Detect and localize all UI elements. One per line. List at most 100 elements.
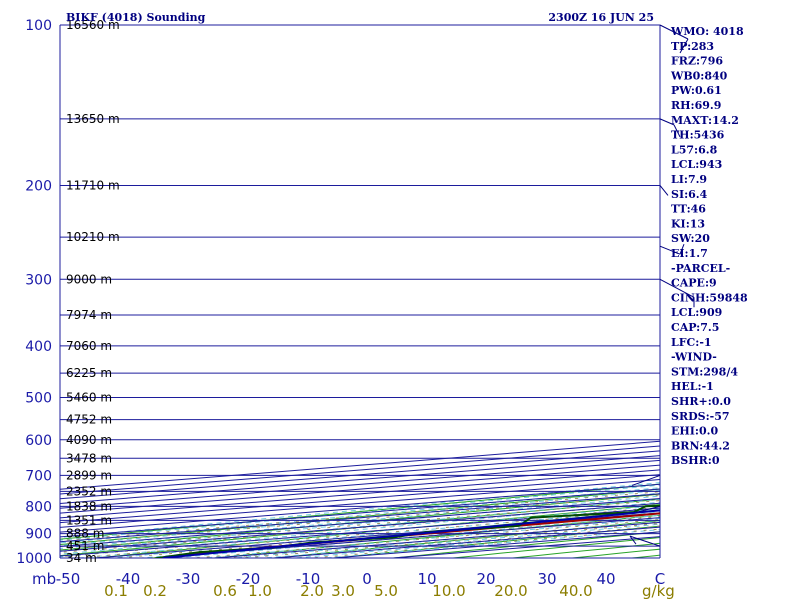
mixing-ratio-tick: 20.0: [494, 582, 527, 600]
temperature-unit: C: [655, 570, 665, 588]
stat-line: LCL:909: [671, 306, 722, 319]
moist-adiabat: [197, 517, 660, 558]
isotherm: [60, 464, 660, 514]
isotherm: [60, 450, 660, 500]
height-label: 13650 m: [66, 112, 120, 126]
mixing-ratio-tick: 3.0: [331, 582, 355, 600]
stat-line: EI:1.7: [671, 247, 708, 260]
sounding-traces: [150, 504, 660, 558]
height-label: 6225 m: [66, 366, 112, 380]
mixing-ratio-tick: 2.0: [300, 582, 324, 600]
height-label: 9000 m: [66, 272, 112, 286]
height-label: 7974 m: [66, 308, 112, 322]
height-label: 1351 m: [66, 513, 112, 527]
moist-adiabat: [104, 508, 660, 558]
height-label: 16560 m: [66, 18, 120, 32]
height-label: 10210 m: [66, 230, 120, 244]
isotherm: [60, 455, 660, 505]
height-label: 2352 m: [66, 484, 112, 498]
height-label: 451 m: [66, 539, 104, 553]
stat-line: RH:69.9: [671, 99, 721, 112]
height-label: 5460 m: [66, 391, 112, 405]
stat-line: CAPE:9: [671, 277, 717, 290]
stat-line: TH:5436: [671, 129, 725, 142]
wind-barb: [631, 474, 661, 486]
pressure-tick: 300: [25, 272, 52, 288]
stat-line: CAP:7.5: [671, 321, 719, 334]
mixing-ratio-tick: 0.2: [143, 582, 167, 600]
height-label: 1838 m: [66, 499, 112, 513]
height-label: 34 m: [66, 551, 97, 565]
stat-line: LCL:943: [671, 158, 722, 171]
wind-barb: [659, 245, 681, 255]
pressure-tick: 400: [25, 339, 52, 355]
pressure-tick: 100: [25, 18, 52, 34]
wind-barb: [659, 118, 675, 126]
isotherm: [60, 440, 660, 490]
stat-line: SI:6.4: [671, 188, 708, 201]
mixing-ratio-unit: g/kg: [642, 582, 675, 600]
stat-line: STM:298/4: [671, 365, 738, 378]
stat-line: CINH:59848: [671, 291, 748, 304]
wind-barb-feather: [629, 535, 637, 545]
isotherm: [60, 459, 660, 509]
stat-line: KI:13: [671, 217, 705, 230]
stat-line: LI:7.9: [671, 173, 707, 186]
isotherm: [60, 474, 660, 524]
pressure-tick: 900: [25, 527, 52, 543]
stat-line: EHI:0.0: [671, 425, 718, 438]
dry-adiabat: [60, 493, 660, 551]
valid-time: 2300Z 16 JUN 25: [548, 11, 654, 24]
stat-line: WB0:840: [670, 69, 728, 82]
stat-line: -PARCEL-: [671, 262, 730, 275]
stat-line: -WIND-: [671, 351, 717, 364]
moist-adiabat: [319, 529, 660, 558]
stat-line: LFC:-1: [671, 336, 712, 349]
temperature-tick: 10: [417, 570, 436, 588]
dry-adiabat: [60, 488, 660, 546]
pressure-tick: 800: [25, 499, 52, 515]
wind-barb: [659, 278, 695, 298]
isotherm: [60, 445, 660, 495]
stat-line: FRZ:796: [671, 55, 723, 68]
stat-line: SHR+:0.0: [671, 395, 731, 408]
pressure-tick: 500: [25, 391, 52, 407]
temperature-tick: -20: [236, 570, 261, 588]
pressure-tick: 600: [25, 433, 52, 449]
pressure-unit: mb: [32, 570, 56, 588]
dry-adiabat: [60, 483, 660, 540]
stat-line: TP:283: [671, 40, 714, 53]
wind-barbs: [629, 24, 695, 547]
dry-adiabat: [60, 498, 660, 557]
height-label: 888 m: [66, 527, 104, 541]
mixing-ratio-tick: 0.1: [104, 582, 128, 600]
temperature-tick: -30: [176, 570, 201, 588]
height-label: 11710 m: [66, 178, 120, 192]
stat-line: SW:20: [671, 232, 710, 245]
dry-adiabat: [89, 503, 660, 558]
stat-line: TT:46: [671, 203, 706, 216]
wind-barb: [659, 185, 669, 196]
height-label: 4752 m: [66, 413, 112, 427]
temperature-tick: 30: [537, 570, 556, 588]
stat-line: PW:0.61: [671, 84, 722, 97]
wind-barb-feather: [679, 38, 689, 54]
stat-line: WMO: 4018: [670, 25, 744, 38]
wind-barb-feather: [679, 243, 685, 255]
isotherm: [60, 469, 660, 519]
parcel-trace: [162, 509, 660, 558]
temperature-tick: -10: [296, 570, 321, 588]
pressure-tick: 200: [25, 178, 52, 194]
stat-line: MAXT:14.2: [671, 114, 739, 127]
temperature-tick: -50: [56, 570, 81, 588]
pressure-tick: 1000: [16, 551, 52, 567]
isotherms: [60, 440, 660, 558]
wind-barb: [629, 535, 661, 547]
sounding-title: BIKF (4018) Sounding: [66, 11, 206, 24]
height-label: 3478 m: [66, 451, 112, 465]
height-label: 4090 m: [66, 433, 112, 447]
height-label: 2899 m: [66, 468, 112, 482]
